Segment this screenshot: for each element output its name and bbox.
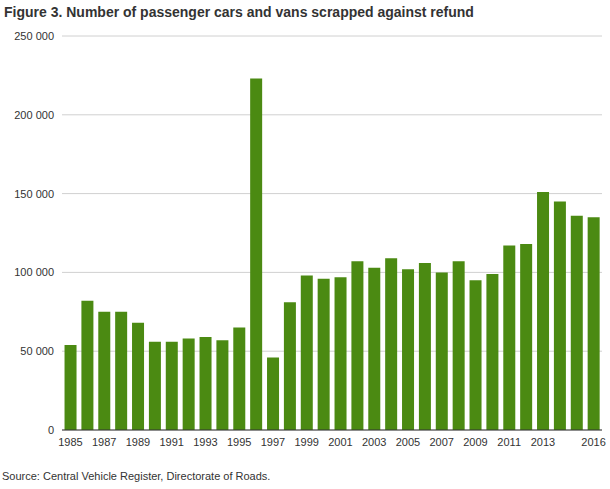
svg-text:1991: 1991 (159, 436, 183, 448)
html-text:Figure 3. Number of passenger: Figure 3. Number of passenger cars and v… (4, 4, 474, 20)
svg-text:150 000: 150 000 (14, 188, 54, 200)
svg-text:2016: 2016 (581, 436, 602, 448)
svg-text:1989: 1989 (126, 436, 150, 448)
svg-text:250 000: 250 000 (14, 30, 54, 42)
svg-text:1999: 1999 (294, 436, 318, 448)
svg-text:2003: 2003 (362, 436, 386, 448)
svg-text:2009: 2009 (463, 436, 487, 448)
svg-text:2005: 2005 (396, 436, 420, 448)
svg-text:200 000: 200 000 (14, 109, 54, 121)
svg-text:2001: 2001 (328, 436, 352, 448)
svg-text:2013: 2013 (531, 436, 555, 448)
svg-text:0: 0 (48, 424, 54, 436)
svg-text:1995: 1995 (227, 436, 251, 448)
svg-text:2011: 2011 (497, 436, 521, 448)
svg-text:1987: 1987 (92, 436, 116, 448)
svg-text:1993: 1993 (193, 436, 217, 448)
html-text:Source: Central Vehicle Regist: Source: Central Vehicle Register, Direct… (2, 470, 271, 482)
svg-text:2007: 2007 (429, 436, 453, 448)
svg-text:100 000: 100 000 (14, 266, 54, 278)
svg-text:1997: 1997 (261, 436, 285, 448)
svg-text:50 000: 50 000 (20, 345, 54, 357)
svg-text:1985: 1985 (58, 436, 82, 448)
